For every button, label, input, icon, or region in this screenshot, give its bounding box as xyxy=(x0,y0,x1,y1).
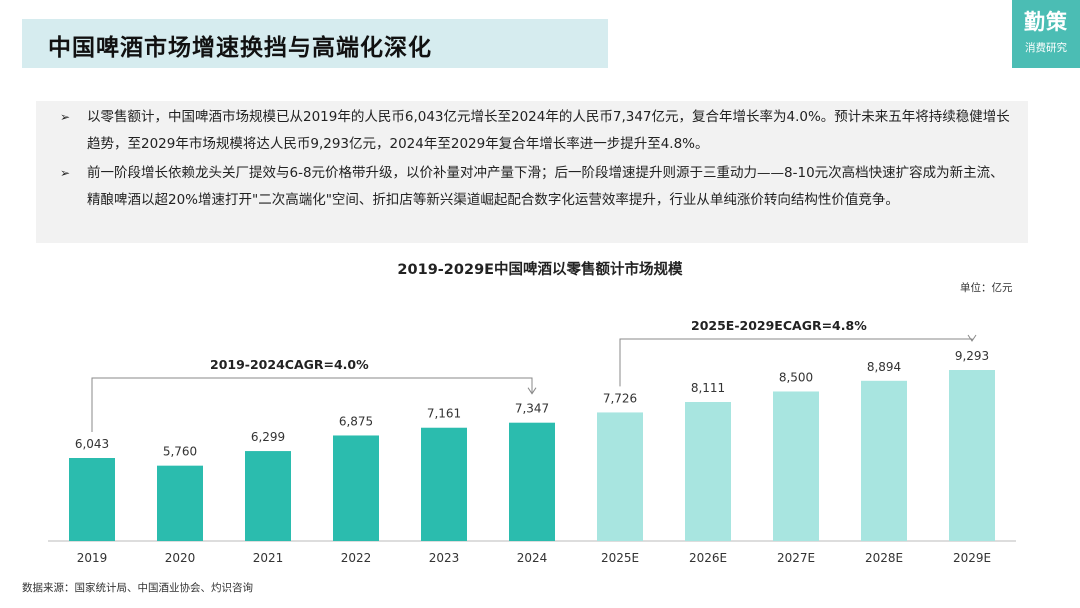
data-label-2028E: 8,894 xyxy=(867,360,901,374)
data-label-2021: 6,299 xyxy=(251,430,285,444)
bar-2021 xyxy=(245,451,291,541)
logo-sub-text: 消费研究 xyxy=(1025,42,1067,54)
bar-2029E xyxy=(949,370,995,541)
summary-bullet: ➢ 前一阶段增长依赖龙头关厂提效与6-8元价格带升级，以价补量对冲产量下滑；后一… xyxy=(60,160,1010,214)
bar-2019 xyxy=(69,458,115,541)
bar-2023 xyxy=(421,427,467,541)
data-label-2020: 5,760 xyxy=(163,445,197,459)
title-banner: 中国啤酒市场增速换挡与高端化深化 xyxy=(22,19,608,68)
x-tick-2020: 2020 xyxy=(165,551,196,565)
x-tick-2028E: 2028E xyxy=(865,551,903,565)
x-tick-2026E: 2026E xyxy=(689,551,727,565)
data-label-2027E: 8,500 xyxy=(779,370,813,384)
data-label-2019: 6,043 xyxy=(75,437,109,451)
data-label-2029E: 9,293 xyxy=(955,349,989,363)
bar-2024 xyxy=(509,422,555,541)
x-tick-2022: 2022 xyxy=(341,551,372,565)
bar-2022 xyxy=(333,435,379,541)
bar-2020 xyxy=(157,465,203,541)
logo-main-text: 勤策 xyxy=(1024,9,1068,34)
cagr-arrow-icon xyxy=(527,387,537,395)
cagr-label: 2019-2024CAGR=4.0% xyxy=(210,357,369,372)
cagr-arrow-icon xyxy=(967,334,977,342)
x-tick-2023: 2023 xyxy=(429,551,460,565)
chart-unit-label: 单位：亿元 xyxy=(960,282,1013,294)
bar-2027E xyxy=(773,391,819,541)
cagr-bracket xyxy=(619,338,973,387)
cagr-bracket xyxy=(91,377,533,432)
x-tick-2019: 2019 xyxy=(77,551,108,565)
bullet-arrow-icon: ➢ xyxy=(60,110,71,124)
x-tick-2021: 2021 xyxy=(253,551,284,565)
data-label-2023: 7,161 xyxy=(427,407,461,421)
bar-2028E xyxy=(861,380,907,541)
chart-title: 2019-2029E中国啤酒以零售额计市场规模 xyxy=(397,262,683,278)
cagr-label: 2025E-2029ECAGR=4.8% xyxy=(691,318,867,333)
summary-box: ➢ 以零售额计，中国啤酒市场规模已从2019年的人民币6,043亿元增长至202… xyxy=(36,101,1028,243)
x-tick-2027E: 2027E xyxy=(777,551,815,565)
summary-bullet: ➢ 以零售额计，中国啤酒市场规模已从2019年的人民币6,043亿元增长至202… xyxy=(60,104,1010,158)
x-tick-2025E: 2025E xyxy=(601,551,639,565)
data-label-2026E: 8,111 xyxy=(691,381,725,395)
summary-bullet-text: 前一阶段增长依赖龙头关厂提效与6-8元价格带升级，以价补量对冲产量下滑；后一阶段… xyxy=(87,165,1004,208)
summary-bullet-text: 以零售额计，中国啤酒市场规模已从2019年的人民币6,043亿元增长至2024年… xyxy=(87,109,1010,152)
bullet-arrow-icon: ➢ xyxy=(60,166,71,180)
data-source: 数据来源：国家统计局、中国酒业协会、灼识咨询 xyxy=(22,582,253,594)
data-label-2025E: 7,726 xyxy=(603,391,637,405)
x-tick-2024: 2024 xyxy=(517,551,548,565)
x-tick-2029E: 2029E xyxy=(953,551,991,565)
data-label-2022: 6,875 xyxy=(339,414,373,428)
brand-logo: 勤策 消费研究 xyxy=(1012,0,1080,68)
bar-2026E xyxy=(685,402,731,541)
bar-2025E xyxy=(597,412,643,541)
data-label-2024: 7,347 xyxy=(515,402,549,416)
page-title: 中国啤酒市场增速换挡与高端化深化 xyxy=(48,35,432,61)
